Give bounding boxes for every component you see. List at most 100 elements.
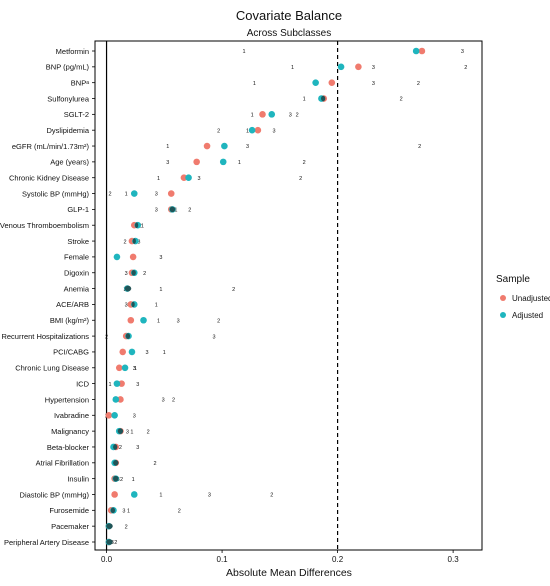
point-unadjusted-female [129, 253, 137, 261]
subclass-label: 1 [134, 366, 137, 372]
x-tick-label: 0.1 [217, 555, 229, 564]
point-adjusted-diastolic-bp-mmhg [130, 491, 138, 498]
point-adjusted-bnp-pg-ml [337, 63, 345, 71]
point-unadjusted-egfr-ml-min-1-73m [203, 142, 211, 150]
subclass-label: 1 [157, 318, 160, 324]
point-adjusted-pci-cabg [128, 348, 136, 356]
point-adjusted-systolic-bp-mmhg [130, 190, 138, 197]
point-adjusted-bnp [312, 79, 319, 86]
point-unadjusted-hypertension [117, 396, 124, 403]
subclass-label: 2 [217, 318, 220, 324]
subclass-label: 3 [372, 81, 375, 87]
y-tick-label-beta-blocker: Beta-blocker [47, 443, 90, 452]
y-tick-label-sglt-2: SGLT-2 [64, 110, 89, 119]
x-tick-label: 0.0 [101, 555, 113, 564]
y-tick-label-diastolic-bp-mmhg: Diastolic BP (mmHg) [20, 490, 90, 499]
subclass-label: 2 [303, 160, 306, 166]
subclass-label: 1 [251, 113, 254, 119]
y-tick-label-bnp: BNPᵃ [71, 78, 89, 87]
subclass-label: 1 [253, 81, 256, 87]
subclass-label: 3 [246, 144, 249, 150]
y-tick-label-systolic-bp-mmhg: Systolic BP (mmHg) [22, 189, 89, 198]
subclass-label: 3 [166, 160, 169, 166]
y-tick-label-digoxin: Digoxin [64, 269, 89, 278]
point-overlap-digoxin [131, 269, 136, 276]
subclass-label: 2 [119, 445, 122, 451]
y-tick-label-insulin: Insulin [67, 474, 89, 483]
y-tick-label-recurrent-hospitalizations: Recurrent Hospitalizations [1, 332, 89, 341]
grid-layer [105, 41, 339, 550]
subclass-label: 3 [137, 239, 140, 245]
x-tick-label: 0.3 [448, 555, 460, 564]
subclass-label: 2 [299, 176, 302, 182]
subclass-label: 2 [125, 524, 128, 530]
subclass-label: 3 [125, 271, 128, 277]
subclass-label: 3 [122, 509, 125, 515]
y-tick-label-malignancy: Malignancy [51, 427, 89, 436]
point-adjusted-age-years [219, 158, 227, 166]
y-tick-label-ivabradine: Ivabradine [54, 411, 89, 420]
subclass-label: 2 [124, 239, 127, 245]
point-unadjusted-metformin [418, 47, 426, 55]
point-layer [105, 47, 426, 546]
subclass-label: 2 [188, 208, 191, 214]
point-unadjusted-pci-cabg [119, 348, 127, 356]
point-unadjusted-diastolic-bp-mmhg [111, 491, 118, 498]
subclass-label: 3 [125, 303, 128, 309]
point-overlap-stroke [132, 238, 136, 244]
subclass-label: 3 [461, 49, 464, 55]
point-adjusted-female [113, 253, 121, 261]
subclass-label: 1 [159, 493, 162, 499]
y-tick-label-hypertension: Hypertension [45, 395, 89, 404]
subclass-label: 2 [296, 113, 299, 119]
point-unadjusted-age-years [193, 158, 200, 166]
x-axis-tick-labels: 0.0 0.1 0.2 0.3 [101, 550, 459, 564]
point-adjusted-egfr-ml-min-1-73m [221, 142, 228, 150]
point-adjusted-hypertension [112, 396, 120, 403]
subclass-label: 3 [136, 445, 139, 451]
point-overlap-sulfonylurea [321, 95, 326, 102]
subclass-label: 3 [133, 413, 136, 419]
subclass-label: 3 [133, 366, 136, 372]
point-overlap-peripheral-artery-disease [106, 539, 113, 545]
subclass-label: 1 [130, 429, 133, 435]
y-tick-label-atrial-fibrillation: Atrial Fibrillation [36, 459, 89, 468]
subclass-label: 2 [114, 540, 117, 546]
legend-title: Sample [496, 274, 530, 285]
point-unadjusted-bmi-kg-m [127, 316, 135, 324]
point-unadjusted-bnp [328, 79, 336, 86]
subclass-label: 3 [159, 255, 162, 261]
subclass-label: 2 [217, 128, 220, 134]
subclass-label: 2 [417, 81, 420, 87]
y-tick-label-icd: ICD [76, 379, 90, 388]
subclass-label: 2 [154, 461, 157, 467]
point-adjusted-bmi-kg-m [140, 316, 147, 324]
y-tick-label-bnp-pg-ml: BNP (pg/mL) [46, 63, 90, 72]
subclass-label: 2 [464, 65, 467, 71]
subclass-label: 1 [155, 303, 158, 309]
subclass-label: 1 [159, 287, 162, 293]
legend: Sample Unadjusted Adjusted [496, 274, 550, 320]
subclass-label: 3 [212, 334, 215, 340]
x-axis-label: Absolute Mean Differences [226, 567, 352, 579]
subclass-label: 1 [127, 509, 130, 515]
subclass-label: 2 [172, 398, 175, 404]
point-unadjusted-icd [118, 380, 125, 387]
y-tick-label-pci-cabg: PCI/CABG [53, 348, 89, 357]
subclass-label: 1 [246, 128, 249, 134]
y-tick-label-bmi-kg-m: BMI (kg/m²) [50, 316, 90, 325]
point-overlap-furosemide [110, 507, 116, 514]
point-overlap-anemia [124, 285, 132, 292]
y-tick-label-venous-thromboembolism: Venous Thromboembolism [0, 221, 89, 230]
x-tick-label: 0.2 [332, 555, 344, 564]
subclass-label: 2 [270, 493, 273, 499]
subclass-label: 3 [162, 398, 165, 404]
point-adjusted-ivabradine [111, 411, 118, 419]
subclass-label: 3 [177, 318, 180, 324]
subclass-label: 2 [147, 429, 150, 435]
y-tick-label-furosemide: Furosemide [49, 506, 89, 515]
point-adjusted-icd [113, 380, 121, 387]
subclass-label: 1 [132, 477, 135, 483]
subclass-label: 3 [136, 382, 139, 388]
